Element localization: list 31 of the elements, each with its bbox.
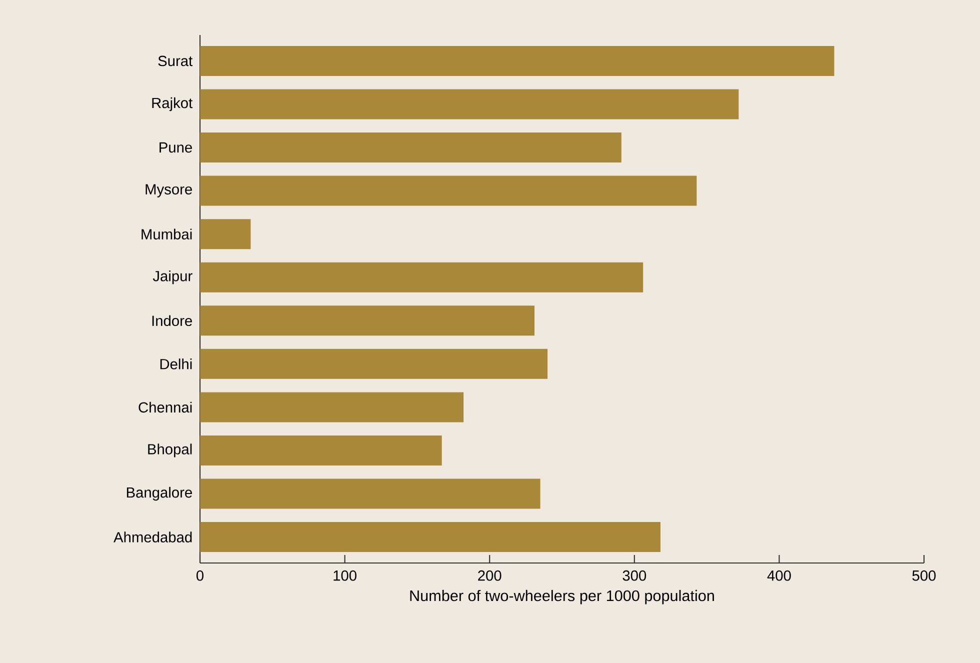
bar (200, 522, 660, 552)
bar (200, 46, 834, 76)
bar (200, 89, 739, 120)
x-axis-title: Number of two-wheelers per 1000 population (410, 590, 714, 604)
bar (200, 478, 540, 509)
y-tick-label: Rajkot (152, 97, 193, 112)
bar (200, 262, 644, 292)
y-tick-label: Indore (152, 315, 192, 326)
x-tick-label: 200 (478, 570, 502, 581)
y-tick-label: Mumbai (142, 228, 192, 240)
x-tick-label: 500 (912, 570, 936, 581)
x-tick-label: 100 (334, 570, 356, 581)
bar (200, 219, 251, 250)
y-tick-label: Chennai (138, 402, 192, 413)
x-tick-label: 0 (196, 570, 204, 581)
y-tick-label: Delhi (160, 358, 192, 370)
y-tick-label: Mysore (146, 184, 192, 198)
x-tick-label: 400 (767, 570, 791, 581)
bar (200, 348, 548, 379)
bar (200, 435, 442, 466)
y-tick-label: Surat (158, 56, 193, 66)
y-tick-label: Bhopal (148, 444, 192, 458)
bar (200, 392, 464, 422)
x-tick-label: 300 (622, 570, 646, 581)
bar (200, 306, 534, 336)
y-tick-label: Bangalore (126, 486, 192, 501)
y-tick-label: Pune (160, 142, 192, 153)
y-tick-label: Jaipur (152, 270, 192, 284)
y-tick-label: Ahmedabad (114, 532, 192, 542)
bar (200, 132, 622, 163)
bar (200, 176, 697, 206)
